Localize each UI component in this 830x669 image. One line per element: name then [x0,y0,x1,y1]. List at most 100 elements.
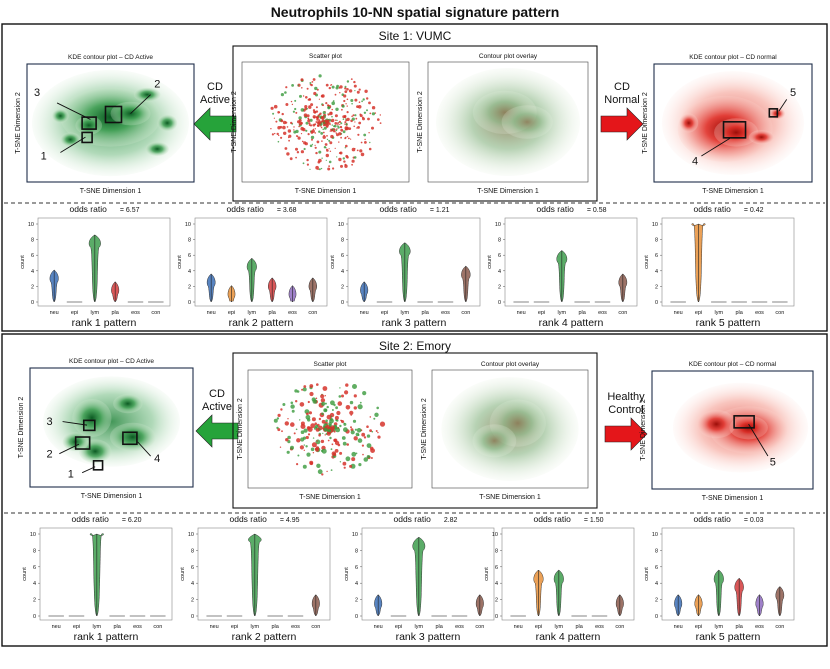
s2-scatter-point [287,440,291,444]
s1-scatter-point [308,98,311,101]
s1-scatter-point [305,121,309,125]
s1-left-density-blob [133,87,161,102]
s1-right-pattern-box [768,108,779,118]
s1-scatter-point [296,135,299,137]
s1-scatter-point [328,86,331,90]
s1-rank3-ytick-label: 4 [341,269,344,275]
s2-rank4-ytick-label: 6 [495,565,498,571]
s2-rank5-rank-label: rank 5 pattern [696,631,761,643]
s2-left-density-blob [113,394,143,414]
s1-scatter-point [291,103,294,106]
s2-scatter-point [306,426,311,430]
s2-scatter-point [349,400,354,405]
s1-scatter-point [321,119,325,123]
s2-rank5-violin-frame [661,527,795,621]
s2-scatter-point [287,435,291,440]
s1-rank4-ytick-label: 8 [498,238,501,244]
s2-scatter-point [345,383,349,387]
s1-scatter-point [324,120,327,123]
s1-rank1-ytick-label: 2 [31,284,34,290]
s2-scatter: Scatter plot T-SNE Dimension 1 T-SNE Dimen… [237,361,413,501]
s1-scatter-point [304,107,308,111]
s1-scatter-point [346,111,349,114]
s2-rank1-odds-value: = 6.20 [122,517,142,524]
s1-rank3-ytick-label: 2 [341,284,344,290]
s2-scatter-point [295,400,298,403]
s1-scatter-point [305,96,308,99]
s2-scatter-point [343,427,348,433]
s2-scatter-point [323,408,328,413]
s2-scatter-point [358,463,362,467]
s2-rank2-ytick-label: 6 [191,565,194,571]
s1-rank1-odds-value: = 6.57 [120,207,140,214]
s1-scatter-point [321,115,325,120]
s2-scatter-point [312,452,315,454]
s1-scatter-point [340,164,343,168]
s2-scatter-point [344,390,349,395]
s2-scatter-point [299,419,301,421]
s1-scatter-point [330,129,333,132]
s1-rank2-ytick-label: 6 [188,253,191,259]
s2-rank5-ytick-label: 2 [655,598,658,604]
s2-left-callout-label: 4 [154,453,160,465]
s1-scatter-point [326,104,330,107]
s2-scatter-point [349,410,354,415]
s2-rank4-ytick-label: 8 [495,548,498,554]
s1-scatter-point [325,153,329,158]
s1-scatter-point [329,141,333,145]
s1-rank1-ytick-label: 8 [31,238,34,244]
s2-scatter-point [322,432,324,434]
s2-scatter-point [302,387,307,392]
s1-scatter-point [300,126,305,131]
s2-scatter-point [318,434,321,437]
s1-scatter-point [324,143,328,146]
s2-scatter-point [338,395,342,398]
s1-scatter-point [354,98,358,102]
s2-overlay-title: Contour plot overlay [481,361,540,368]
s1-scatter-point [336,84,339,88]
s1-right-arrow-label-2: Normal [604,94,639,106]
s2-rank2-odds-value: = 4.95 [280,517,300,524]
s1-scatter-point [364,89,368,94]
s2-left-arrow-label-1: CD [209,388,225,400]
s1-scatter-point [314,146,317,149]
s2-scatter-point [375,430,378,432]
s2-left-density-blob [72,398,112,438]
s1-scatter-point [317,160,321,164]
s2-scatter-point [311,397,316,402]
s2-rank2-ytick-label: 0 [191,614,194,620]
s1-scatter-point [311,143,314,145]
s1-rank4-ytick-label: 0 [498,300,501,306]
s1-rank2-ytick-label: 10 [185,222,191,228]
s1-rank4-count-label: count [487,255,493,269]
s1-rank5-xtick-label: epi [695,310,702,316]
s1-scatter-point [306,158,309,162]
s1-scatter-point [345,144,348,148]
s2-scatter-point [280,408,283,411]
s1-scatter-point [273,104,278,109]
s1-scatter-point [307,118,310,121]
s1-rank4-xtick-label: lym [558,310,567,316]
s2-scatter-point [315,428,320,432]
s1-scatter-point [290,100,293,103]
s2-scatter-point [282,403,286,406]
s2-right-arrow-shape [604,417,648,451]
s1-rank5-ytick-label: 2 [655,284,658,290]
s1-scatter-point [291,84,294,87]
s1-scatter-point [363,111,367,115]
s2-rank3-odds-value: 2.82 [444,517,458,524]
s1-scatter-point [345,123,348,126]
s2-rank2-count-label: count [180,567,186,581]
s2-scatter-point [307,418,311,422]
s1-scatter-point [301,87,303,89]
s2-right-panel: KDE contour plot – CD normal 5 T-SNE Dimen… [640,361,814,502]
s2-scatter-point [321,448,327,454]
s2-left-callout-label: 2 [46,448,52,460]
s2-scatter-point [329,425,335,431]
s2-scatter-point [349,464,353,468]
s2-scatter-point [351,451,357,457]
s1-scatter-point [318,130,321,133]
s1-left-arrow-label-1: CD [207,81,223,93]
s1-rank3-odds-label: odds ratio [379,204,417,214]
